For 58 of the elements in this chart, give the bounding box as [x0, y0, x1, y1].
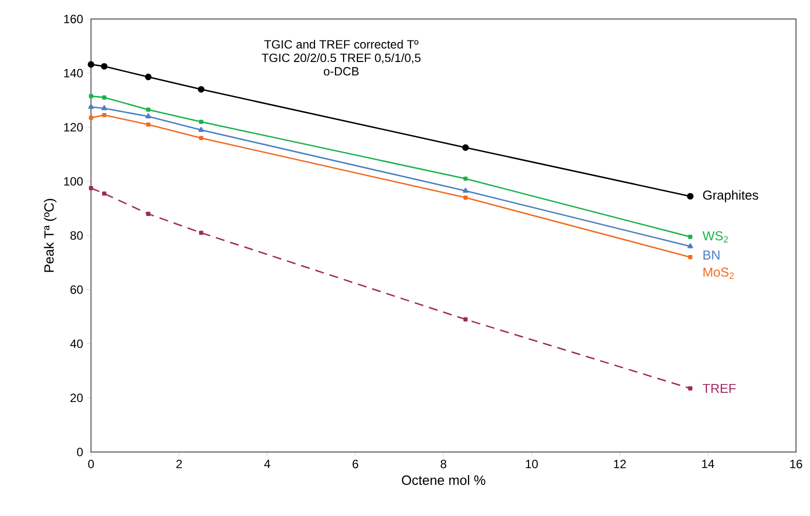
x-tick-label: 14 [702, 460, 714, 468]
point [146, 122, 150, 127]
point [146, 108, 150, 112]
point [462, 188, 468, 193]
x-axis-title: Octene mol % [402, 475, 486, 485]
y-tick-label: 80 [70, 231, 83, 240]
point [146, 113, 152, 118]
point [198, 126, 204, 132]
series-label: MoS$_{2}$ [704, 268, 734, 279]
point [463, 176, 468, 181]
x-tick-label: 8 [440, 460, 446, 468]
point [88, 104, 94, 109]
point [199, 120, 204, 124]
point [687, 243, 694, 248]
point [102, 112, 106, 118]
y-tick-label: 120 [64, 123, 83, 132]
point [463, 196, 468, 200]
x-tick-label: 16 [790, 460, 802, 468]
y-tick-label: 60 [70, 285, 83, 294]
y-tick-label: 160 [64, 14, 83, 24]
series-label: WS$_{2}$ [702, 231, 728, 242]
series-label: Graphites [703, 190, 758, 202]
x-tick-label: 10 [526, 460, 538, 468]
point [88, 186, 94, 190]
y-axis-title: Peak Tª (ºC) [44, 198, 56, 272]
point [102, 95, 106, 100]
point [688, 255, 692, 260]
point [144, 74, 152, 80]
x-tick-label: 0 [88, 460, 94, 468]
annotation: TGIC 20/2/0.5 TREF 0,5/1/0,5 [262, 53, 421, 64]
point [88, 61, 94, 68]
point [101, 105, 107, 110]
point [686, 192, 694, 200]
y-tick-label: 0 [77, 448, 83, 456]
point [146, 212, 150, 216]
point [199, 230, 204, 235]
y-tick-label: 100 [64, 177, 83, 186]
point [102, 191, 106, 196]
point [100, 63, 108, 70]
y-tick-label: 20 [70, 394, 83, 402]
point [463, 317, 468, 322]
point [688, 234, 692, 239]
x-tick-label: 6 [352, 460, 358, 468]
point [199, 136, 204, 140]
series-label: BN [704, 250, 720, 260]
series-label: TREF [702, 384, 736, 393]
point [88, 94, 94, 98]
x-tick-label: 12 [614, 460, 626, 468]
point [88, 116, 94, 120]
y-tick-label: 140 [64, 68, 83, 78]
y-tick-label: 40 [70, 340, 83, 348]
annotation: TGIC and TREF corrected Tº [264, 40, 418, 49]
annotation: o-DCB [324, 67, 359, 76]
point [198, 86, 204, 93]
x-tick-label: 2 [176, 460, 182, 468]
x-tick-label: 4 [264, 460, 270, 468]
point [462, 144, 469, 151]
point [688, 386, 692, 390]
